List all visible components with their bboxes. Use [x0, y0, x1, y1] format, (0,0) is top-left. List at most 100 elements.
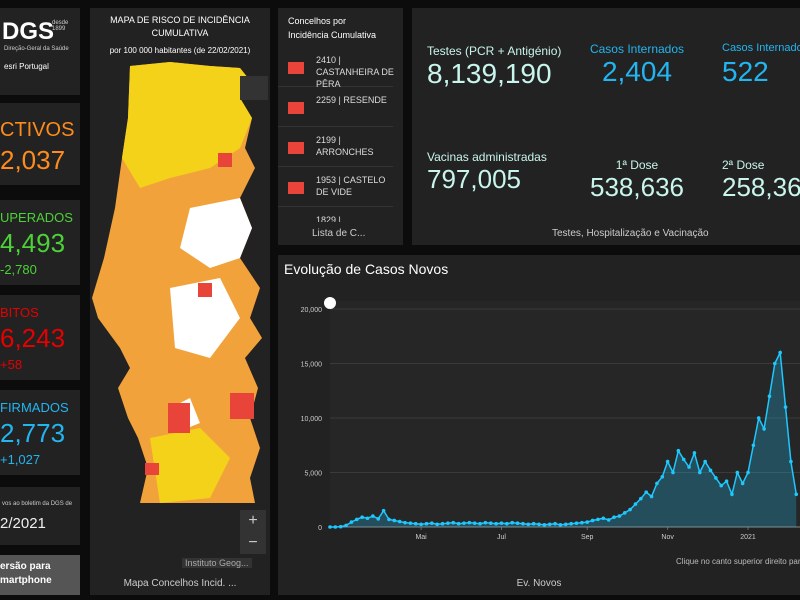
list-item-text: 2259 | RESENDE	[316, 95, 387, 105]
data-point	[419, 522, 423, 527]
data-point	[628, 507, 632, 512]
data-point	[746, 470, 750, 475]
data-point	[531, 521, 536, 526]
series-area	[330, 352, 797, 527]
data-point	[365, 516, 370, 521]
data-point	[558, 523, 563, 527]
list-item-text: 2410 | CASTANHEIRA DE PÊRA	[316, 55, 394, 89]
range-slider[interactable]	[324, 297, 336, 309]
data-point	[424, 521, 429, 526]
data-point	[376, 517, 381, 521]
data-point	[483, 520, 488, 525]
zoom-out[interactable]: −	[248, 534, 258, 551]
data-point	[671, 470, 675, 475]
stat-value: 538,636	[590, 172, 684, 202]
logo-panel: DGS desde 1899 Direção-Geral da Saúde es…	[0, 8, 80, 95]
data-point	[446, 521, 450, 525]
map	[92, 62, 268, 503]
counter-label: FIRMADOS	[0, 400, 69, 415]
counter-panel: CTIVOS 2,037	[0, 103, 80, 185]
report-panel: vos ao boletim da DGS de 2/2021	[0, 487, 80, 545]
zoom-controls[interactable]: + −	[240, 510, 266, 554]
data-point	[360, 515, 364, 519]
plot-background	[330, 301, 800, 527]
data-point	[622, 511, 627, 515]
data-point	[794, 492, 799, 497]
stat-value: 2,404	[601, 56, 673, 87]
data-point	[639, 496, 643, 501]
data-point	[751, 443, 756, 448]
counter-delta: +1,027	[0, 452, 41, 467]
data-point	[665, 459, 670, 464]
counter-label: UPERADOS	[0, 210, 73, 225]
data-point	[569, 521, 573, 526]
stat-value: 258,36	[722, 172, 800, 202]
map-region	[145, 463, 159, 475]
stat-value: 8,139,190	[427, 58, 552, 89]
x-tick-label: Nov	[661, 534, 674, 541]
data-point	[649, 494, 654, 499]
data-point	[564, 522, 568, 527]
map-attribution: Instituto Geog...	[182, 558, 252, 568]
data-point	[467, 520, 472, 525]
chart-title: Evolução de Casos Novos	[284, 261, 449, 277]
data-point	[697, 470, 702, 475]
data-point	[349, 520, 354, 524]
data-point	[574, 521, 579, 525]
y-tick-label: 20,000	[301, 307, 323, 314]
data-point	[789, 459, 793, 464]
y-tick-label: 5,000	[304, 471, 322, 478]
data-point	[633, 502, 638, 506]
map-region	[218, 153, 232, 167]
list-item-text: 2199 | ARRONCHES	[316, 135, 374, 157]
data-point	[596, 517, 600, 522]
data-point	[542, 523, 547, 527]
data-point	[708, 468, 713, 473]
counter-value: 4,493	[0, 228, 66, 258]
data-point	[462, 521, 466, 525]
data-point	[408, 521, 413, 525]
x-tick-label: 2021	[740, 534, 756, 541]
logo-since: desde 1899	[52, 20, 69, 32]
map-region	[168, 403, 190, 433]
map-region	[230, 393, 254, 419]
data-point	[397, 519, 402, 524]
y-tick-label: 10,000	[301, 416, 323, 423]
logo-partner: esri Portugal	[4, 62, 49, 71]
counter-delta: +58	[0, 357, 23, 372]
data-point	[703, 459, 707, 464]
data-point	[681, 457, 686, 462]
data-point	[676, 448, 681, 453]
data-point	[451, 520, 456, 525]
stat-label: Casos Internado	[722, 42, 800, 54]
data-point	[472, 521, 477, 525]
smartphone-button[interactable]: ersão para martphone	[0, 555, 80, 595]
chart-note: Clique no canto superior direito par	[676, 557, 800, 566]
list-items: 2410 | CASTANHEIRA DE PÊRA 2259 | RESENDE…	[278, 48, 403, 222]
data-point	[344, 523, 348, 528]
stat-label: 2ª Dose	[722, 158, 765, 172]
data-point	[435, 522, 439, 527]
data-point	[521, 521, 525, 526]
data-point	[430, 521, 434, 525]
data-point	[724, 479, 729, 484]
data-point	[756, 416, 761, 420]
x-tick-label: Jul	[497, 534, 506, 541]
stat-value: 797,005	[427, 164, 521, 194]
map-panel: MAPA DE RISCO DE INCIDÊNCIA CUMULATIVA p…	[90, 8, 270, 595]
data-point	[413, 521, 418, 526]
list-item: 2199 | ARRONCHES	[278, 128, 393, 167]
stat-label: Casos Internados	[589, 42, 685, 56]
zoom-in[interactable]: +	[248, 512, 258, 529]
data-point	[660, 475, 665, 479]
smartphone-line: martphone	[0, 575, 52, 586]
data-point	[719, 483, 724, 488]
map-title: MAPA DE RISCO DE INCIDÊNCIA CUMULATIVA	[110, 15, 250, 38]
map-region	[150, 428, 230, 503]
stats-footer: Testes, Hospitalização e Vacinação	[552, 228, 709, 239]
chart: 0 5,000 10,000 15,000 20,000 Mai Jul Sep Nov 2021	[301, 297, 800, 541]
logo-title: DGS	[2, 18, 55, 45]
data-point	[762, 427, 766, 431]
home-button[interactable]	[240, 76, 268, 100]
